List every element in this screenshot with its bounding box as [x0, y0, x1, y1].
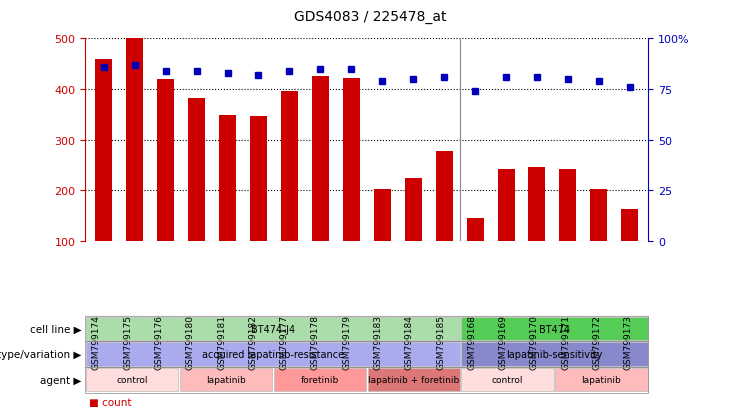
Bar — [96, 59, 113, 242]
Bar — [219, 116, 236, 242]
Bar — [126, 39, 143, 242]
Text: GSM799183: GSM799183 — [373, 314, 382, 369]
Text: GSM799185: GSM799185 — [436, 314, 445, 369]
Bar — [497, 170, 514, 242]
Text: acquired lapatinib-resistance: acquired lapatinib-resistance — [202, 349, 344, 359]
Bar — [157, 80, 174, 242]
Text: lapatinib: lapatinib — [582, 375, 621, 385]
Text: BT474: BT474 — [539, 324, 570, 334]
Text: GSM799168: GSM799168 — [468, 314, 476, 369]
Text: cell line ▶: cell line ▶ — [30, 324, 82, 334]
Bar — [312, 77, 329, 242]
Bar — [621, 210, 638, 242]
Text: BT474-J4: BT474-J4 — [251, 324, 295, 334]
Text: GSM799174: GSM799174 — [92, 314, 101, 369]
Bar — [281, 91, 298, 242]
Text: GSM799172: GSM799172 — [593, 314, 602, 369]
Text: GDS4083 / 225478_at: GDS4083 / 225478_at — [294, 10, 447, 24]
Text: GSM799177: GSM799177 — [279, 314, 288, 369]
Text: genotype/variation ▶: genotype/variation ▶ — [0, 349, 82, 359]
Text: GSM799176: GSM799176 — [154, 314, 164, 369]
Bar — [373, 190, 391, 242]
Text: control: control — [116, 375, 148, 385]
Bar — [188, 99, 205, 242]
Bar — [343, 79, 360, 242]
Text: GSM799175: GSM799175 — [123, 314, 132, 369]
Text: control: control — [492, 375, 523, 385]
Text: lapatinib + foretinib: lapatinib + foretinib — [368, 375, 459, 385]
Text: ■ count: ■ count — [89, 397, 131, 407]
Text: foretinib: foretinib — [301, 375, 339, 385]
Text: GSM799179: GSM799179 — [342, 314, 351, 369]
Text: GSM799170: GSM799170 — [530, 314, 539, 369]
Bar — [528, 167, 545, 242]
Bar — [559, 169, 576, 242]
Text: GSM799181: GSM799181 — [217, 314, 226, 369]
Bar — [250, 116, 267, 242]
Text: agent ▶: agent ▶ — [40, 375, 82, 385]
Text: GSM799171: GSM799171 — [561, 314, 570, 369]
Bar — [467, 219, 484, 242]
Bar — [591, 190, 608, 242]
Bar — [405, 179, 422, 242]
Text: lapatinib: lapatinib — [206, 375, 246, 385]
Bar — [436, 152, 453, 242]
Text: GSM799182: GSM799182 — [248, 314, 257, 369]
Text: GSM799169: GSM799169 — [499, 314, 508, 369]
Text: GSM799178: GSM799178 — [311, 314, 320, 369]
Text: GSM799184: GSM799184 — [405, 314, 413, 369]
Text: GSM799173: GSM799173 — [624, 314, 633, 369]
Text: lapatinib-sensitivity: lapatinib-sensitivity — [506, 349, 602, 359]
Text: GSM799180: GSM799180 — [186, 314, 195, 369]
